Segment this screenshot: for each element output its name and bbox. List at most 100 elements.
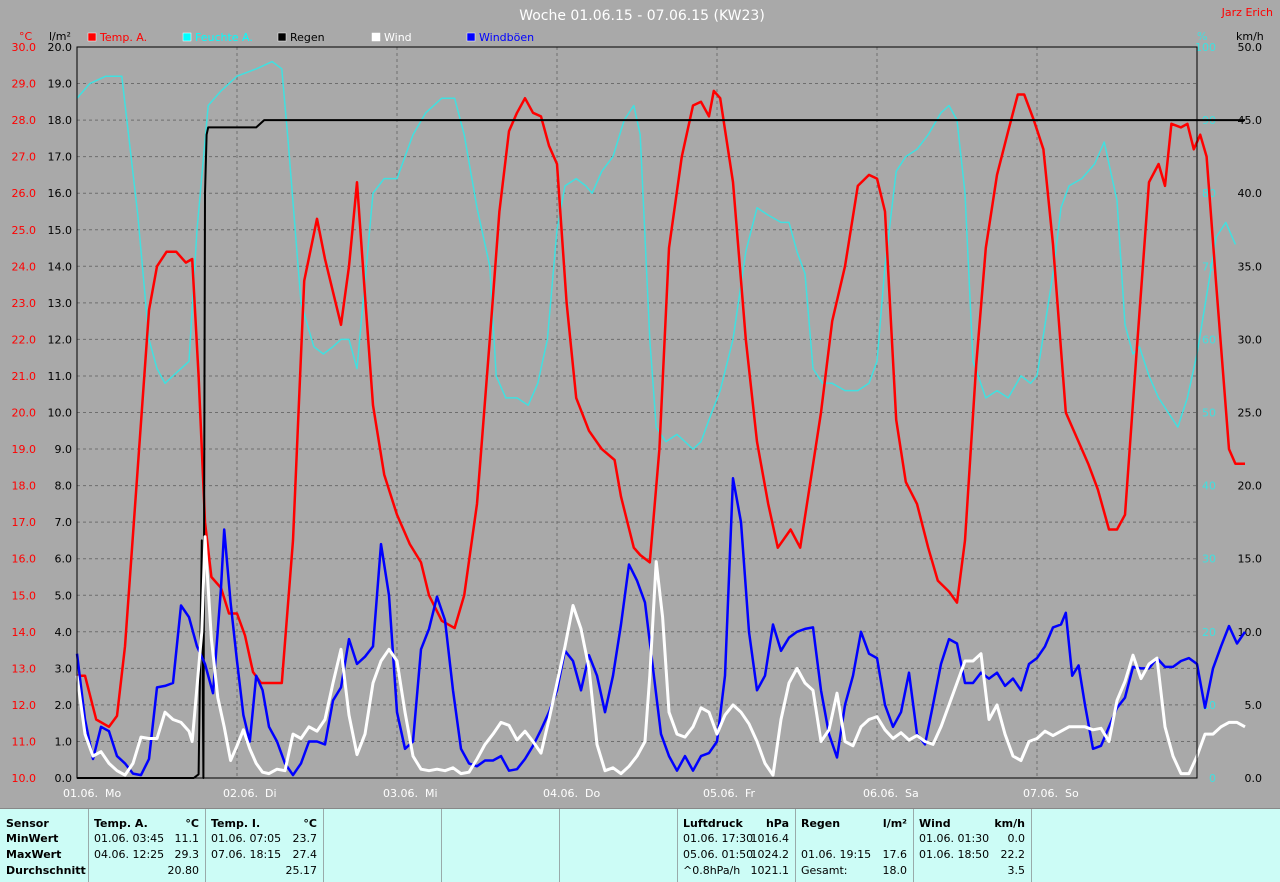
- wind-tick-label: 50.0: [1238, 41, 1263, 54]
- rain-tick-label: 14.0: [48, 260, 73, 273]
- temp-i-avg-value: 25.17: [285, 864, 318, 877]
- stats-empty-column-3: [560, 809, 678, 882]
- rain-tick-label: 4.0: [55, 626, 73, 639]
- series-line-temp-a-: [77, 89, 1245, 729]
- stats-luftdruck-column: Luftdruck hPa 01.06. 17:30 1016.4 05.06.…: [678, 809, 796, 882]
- rain-axis-unit: l/m²: [49, 30, 71, 43]
- rain-tick-label: 11.0: [48, 370, 73, 383]
- rain-tick-label: 13.0: [48, 297, 73, 310]
- luftdruck-max-datetime: 05.06. 01:50: [683, 848, 754, 861]
- data-series: [75, 60, 1247, 779]
- stats-sensor-header: Sensor: [6, 817, 49, 830]
- stats-avg-label: Durchschnitt: [6, 864, 86, 877]
- temp-tick-label: 16.0: [12, 553, 37, 566]
- chart-title: Woche 01.06.15 - 07.06.15 (KW23): [519, 8, 765, 24]
- rain-tick-label: 1.0: [55, 735, 73, 748]
- stats-temp-a-column: Temp. A. °C 01.06. 03:45 11.1 04.06. 12:…: [89, 809, 206, 882]
- stats-empty-column-1: [324, 809, 442, 882]
- wind-tick-label: 40.0: [1238, 187, 1263, 200]
- statistics-panel: Sensor MinWert MaxWert Durchschnitt Temp…: [0, 808, 1280, 882]
- temp-i-max-value: 27.4: [292, 848, 318, 861]
- wind-tick-label: 15.0: [1238, 553, 1263, 566]
- rain-tick-label: 18.0: [48, 114, 73, 127]
- temp-i-header: Temp. I.: [211, 817, 261, 830]
- x-axis-ticks: 01.06. Mo 02.06. Di 03.06. Mi 04.06. Do 05.0…: [63, 787, 1079, 800]
- x-tick-label: 04.06. Do: [543, 787, 600, 800]
- legend-label: Regen: [290, 31, 325, 44]
- rain-tick-label: 19.0: [48, 78, 73, 91]
- wind-tick-label: 0.0: [1245, 772, 1263, 785]
- luftdruck-min-datetime: 01.06. 17:30: [683, 832, 754, 845]
- temp-a-header: Temp. A.: [94, 817, 148, 830]
- rain-tick-label: 20.0: [48, 41, 73, 54]
- temp-tick-label: 18.0: [12, 480, 37, 493]
- luftdruck-max-value: 1024.2: [750, 848, 790, 861]
- wind-max-value: 22.2: [1000, 848, 1026, 861]
- legend-swatch: [182, 32, 192, 42]
- wind-tick-label: 5.0: [1245, 699, 1263, 712]
- regen-total-label: Gesamt:: [801, 864, 848, 877]
- series-line-wind: [75, 535, 1246, 777]
- rain-tick-label: 16.0: [48, 187, 73, 200]
- temp-a-min-value: 11.1: [174, 832, 200, 845]
- humidity-tick-label: 30: [1202, 553, 1216, 566]
- temp-tick-label: 23.0: [12, 297, 37, 310]
- wind-avg-value: 3.5: [1007, 864, 1026, 877]
- legend-swatch: [87, 32, 97, 42]
- luftdruck-avg-value: 1021.1: [750, 864, 790, 877]
- wind-max-datetime: 01.06. 18:50: [919, 848, 990, 861]
- temp-axis-unit: °C: [19, 30, 33, 43]
- rain-tick-label: 17.0: [48, 151, 73, 164]
- stats-sensor-column: Sensor MinWert MaxWert Durchschnitt: [0, 809, 89, 882]
- luftdruck-header: Luftdruck: [683, 817, 743, 830]
- legend-swatch: [277, 32, 287, 42]
- legend-swatch: [371, 32, 381, 42]
- temp-i-min-datetime: 01.06. 07:05: [211, 832, 282, 845]
- regen-unit: l/m²: [882, 817, 907, 830]
- rain-tick-label: 3.0: [55, 662, 73, 675]
- temp-tick-label: 17.0: [12, 516, 37, 529]
- temp-tick-label: 15.0: [12, 589, 37, 602]
- temp-tick-label: 30.0: [12, 41, 37, 54]
- temp-tick-label: 21.0: [12, 370, 37, 383]
- x-tick-label: 05.06. Fr: [703, 787, 756, 800]
- temp-tick-label: 11.0: [12, 735, 37, 748]
- author-label: Jarz Erich: [1221, 6, 1273, 19]
- temp-tick-label: 10.0: [12, 772, 37, 785]
- weather-chart: Woche 01.06.15 - 07.06.15 (KW23) Jarz Er…: [0, 0, 1280, 808]
- wind-tick-label: 25.0: [1238, 407, 1263, 420]
- stats-max-label: MaxWert: [6, 848, 62, 861]
- wind-tick-label: 30.0: [1238, 333, 1263, 346]
- wind-min-value: 0.0: [1007, 832, 1026, 845]
- rain-tick-label: 6.0: [55, 553, 73, 566]
- wind-tick-label: 20.0: [1238, 480, 1263, 493]
- chart-legend: Temp. A. Feuchte A. Regen Wind Windböen: [87, 31, 534, 44]
- temp-tick-label: 26.0: [12, 187, 37, 200]
- temp-a-avg-value: 20.80: [167, 864, 200, 877]
- rain-tick-label: 12.0: [48, 333, 73, 346]
- wind-tick-label: 35.0: [1238, 260, 1263, 273]
- rain-tick-label: 0.0: [55, 772, 73, 785]
- x-tick-label: 01.06. Mo: [63, 787, 121, 800]
- stats-temp-i-column: Temp. I. °C 01.06. 07:05 23.7 07.06. 18:…: [206, 809, 324, 882]
- luftdruck-unit: hPa: [765, 817, 789, 830]
- y-axis-ticks: 30.0 29.0 28.0 27.0 26.0 25.0 24.0 23.0 22.0 21.0…: [12, 41, 1263, 785]
- legend-label: Windböen: [479, 31, 534, 44]
- temp-tick-label: 29.0: [12, 78, 37, 91]
- humidity-tick-label: 20: [1202, 626, 1216, 639]
- wind-header: Wind: [919, 817, 951, 830]
- temp-tick-label: 27.0: [12, 151, 37, 164]
- legend-label: Temp. A.: [99, 31, 147, 44]
- temp-tick-label: 25.0: [12, 224, 37, 237]
- legend-swatch: [466, 32, 476, 42]
- legend-label: Wind: [384, 31, 412, 44]
- chart-background: [0, 0, 1280, 808]
- stats-wind-column: Wind km/h 01.06. 01:30 0.0 01.06. 18:50 …: [914, 809, 1032, 882]
- temp-tick-label: 19.0: [12, 443, 37, 456]
- wind-tick-label: 45.0: [1238, 114, 1263, 127]
- temp-tick-label: 20.0: [12, 407, 37, 420]
- rain-tick-label: 2.0: [55, 699, 73, 712]
- stats-empty-column-2: [442, 809, 560, 882]
- series-line-feuchte-a-: [76, 60, 1237, 450]
- legend-label: Feuchte A.: [195, 31, 253, 44]
